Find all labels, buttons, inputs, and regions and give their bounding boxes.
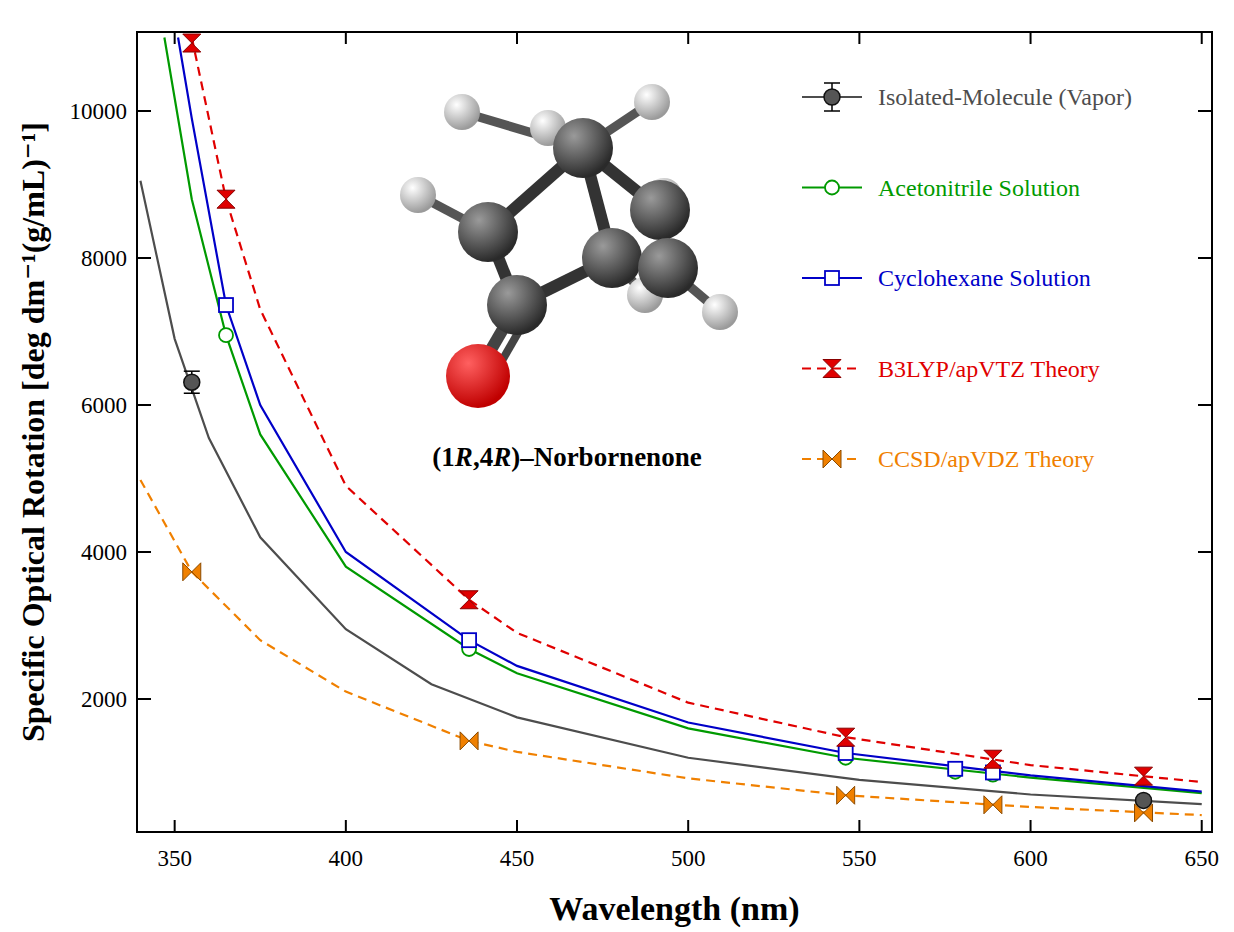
legend-marker [823, 450, 841, 468]
y-tick-label: 10000 [70, 99, 128, 124]
y-tick-right [1198, 698, 1212, 700]
molecule-label: (1R,4R)–Norbornenone [432, 442, 701, 472]
y-tick [137, 110, 151, 112]
x-tick-top [516, 32, 518, 44]
fit-curve [192, 38, 1202, 783]
label-part: R [492, 442, 511, 472]
fit-curve [140, 181, 1201, 804]
y-tick-right [1198, 404, 1212, 406]
legend-marker [825, 271, 839, 285]
legend-label: Acetonitrile Solution [878, 175, 1080, 201]
error-bar [184, 371, 200, 393]
data-point [1135, 767, 1153, 785]
y-tick [137, 257, 151, 259]
error-cap [184, 370, 200, 372]
y-tick [137, 551, 151, 553]
data-point [1136, 792, 1152, 808]
x-tick-label: 650 [1184, 846, 1219, 871]
plot-area [140, 34, 1201, 822]
y-tick-right [1198, 110, 1212, 112]
atom-c [638, 238, 698, 298]
atom-h [400, 177, 436, 213]
x-tick-top [1201, 32, 1203, 44]
y-tick-label: 4000 [81, 540, 127, 565]
fit-curve [164, 38, 1201, 794]
y-tick-label: 2000 [81, 687, 127, 712]
x-tick [345, 820, 347, 832]
x-tick [1030, 820, 1032, 832]
legend-label: Cyclohexane Solution [878, 265, 1091, 291]
x-axis-title: Wavelength (nm) [549, 890, 799, 928]
chart: 350 400 450 500 550 600 650 2000 4000 6000 8000 100… [0, 0, 1234, 932]
label-part: )–Norbornenone [511, 442, 702, 472]
atom-h [634, 84, 670, 120]
fit-curve [178, 38, 1202, 792]
atom-c [630, 180, 690, 240]
data-point [1135, 804, 1153, 822]
legend-label: CCSD/apVDZ Theory [878, 446, 1094, 472]
y-tick-right [1198, 257, 1212, 259]
atom-o [446, 344, 510, 408]
legend-label: B3LYP/apVTZ Theory [878, 356, 1100, 382]
y-axis-title: Specific Optical Rotation [deg dm⁻¹(g/mL… [15, 122, 51, 742]
y-tick-label: 8000 [81, 246, 127, 271]
x-tick-label: 600 [1013, 846, 1048, 871]
atom-c [487, 275, 547, 335]
data-point [839, 746, 853, 760]
data-point [183, 34, 201, 52]
legend-marker [823, 360, 841, 378]
data-point [219, 328, 233, 342]
x-tick [1201, 820, 1203, 832]
x-tick-label: 500 [671, 846, 706, 871]
atom-c [458, 202, 518, 262]
x-tick-top [1030, 32, 1032, 44]
data-point [460, 732, 478, 750]
x-tick-top [345, 32, 347, 44]
fit-curve [140, 480, 1201, 815]
atom-h [444, 94, 480, 130]
y-tick-label: 6000 [81, 393, 127, 418]
data-point [462, 633, 476, 647]
error-cap [184, 392, 200, 394]
data-point [219, 298, 233, 312]
x-tick [516, 820, 518, 832]
legend-error [824, 82, 840, 84]
x-tick [687, 820, 689, 832]
x-tick-label: 450 [500, 846, 535, 871]
x-tick-top [687, 32, 689, 44]
x-tick [174, 820, 176, 832]
x-tick [858, 820, 860, 832]
x-tick-label: 400 [329, 846, 364, 871]
x-tick-label: 550 [842, 846, 877, 871]
data-point [984, 796, 1002, 814]
label-part: (1 [432, 442, 455, 472]
plot-frame [137, 32, 1212, 832]
atom-c [553, 118, 613, 178]
label-part: ,4 [473, 442, 493, 472]
molecule [400, 84, 738, 408]
data-point [837, 786, 855, 804]
x-tick-label: 350 [157, 846, 192, 871]
atom-c [582, 228, 642, 288]
data-point [183, 563, 201, 581]
data-point [217, 190, 235, 208]
label-part: R [454, 442, 473, 472]
data-point [948, 762, 962, 776]
x-tick-top [858, 32, 860, 44]
y-tick [137, 404, 151, 406]
data-point [460, 591, 478, 609]
x-tick-top [174, 32, 176, 44]
legend: Isolated-Molecule (Vapor) Acetonitrile So… [802, 83, 1132, 472]
data-point [984, 750, 1002, 768]
legend-error [824, 110, 840, 112]
legend-marker [825, 181, 839, 195]
atom-h [702, 294, 738, 330]
data-point [184, 374, 200, 390]
data-point [837, 728, 855, 746]
legend-label: Isolated-Molecule (Vapor) [878, 84, 1132, 110]
y-tick [137, 698, 151, 700]
y-tick-right [1198, 551, 1212, 553]
legend-marker [824, 89, 840, 105]
